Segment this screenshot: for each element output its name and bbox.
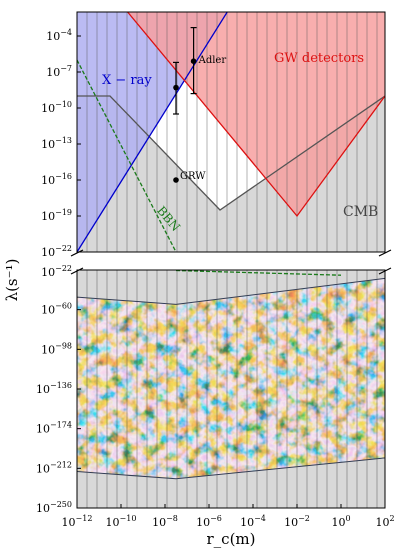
x-tick-label: 10−2 (284, 514, 310, 529)
data-point (190, 58, 197, 64)
y-tick-label-upper: 10−7 (46, 64, 72, 79)
data-point (173, 177, 179, 183)
xray-label: X − ray (102, 73, 152, 88)
x-tick-label: 10−12 (62, 514, 93, 529)
ticks: 10−12 10−10 10−8 10−6 10−4 10−2 100 102 10−4 10−7… (36, 28, 395, 529)
cmb-map-band (77, 278, 385, 479)
xray-boundary (77, 12, 229, 252)
cmb-boundary (77, 95, 385, 211)
x-tick-label: 102 (375, 514, 394, 529)
bbn-line-lower (175, 270, 342, 276)
axis-break-marks (70, 249, 392, 275)
adler-label: Adler (198, 55, 227, 66)
upper-panel (77, 12, 385, 252)
y-tick-label-upper: 10−16 (41, 172, 72, 187)
x-tick-label: 10−10 (106, 514, 137, 529)
gw-boundary (127, 12, 385, 218)
axis-break-gap (60, 253, 400, 269)
grw-label: GRW (180, 171, 206, 182)
bbn-line-upper (77, 59, 177, 252)
y-tick-label-upper: 10−19 (41, 208, 72, 223)
y-tick-label-lower: 10−136 (36, 381, 72, 396)
x-axis-label: r_c(m) (207, 530, 256, 548)
gw-label: GW detectors (274, 51, 364, 66)
data-point (173, 84, 179, 91)
y-tick-label-lower: 10−22 (41, 264, 72, 279)
cmb-label: CMB (343, 204, 378, 220)
y-tick-label-lower: 10−212 (36, 460, 72, 475)
y-axis-label: λ(s⁻¹) (3, 259, 21, 302)
y-tick-label-upper: 10−4 (46, 28, 72, 43)
cmb-region (77, 96, 385, 252)
x-tick-label: 10−6 (196, 514, 222, 529)
x-tick-label: 100 (331, 514, 350, 529)
y-tick-label-lower: 10−250 (36, 500, 72, 515)
y-tick-label-lower: 10−174 (36, 421, 72, 436)
y-tick-label-lower: 10−98 (41, 341, 72, 356)
y-tick-label-upper: 10−13 (41, 136, 72, 151)
x-tick-label: 10−8 (152, 514, 178, 529)
y-tick-label-upper: 10−10 (41, 100, 72, 115)
band-outline (77, 277, 385, 480)
x-tick-label: 10−4 (240, 514, 266, 529)
y-tick-label-lower: 10−60 (41, 302, 72, 317)
y-tick-label-upper: 10−22 (41, 244, 72, 259)
lower-panel (77, 270, 385, 508)
